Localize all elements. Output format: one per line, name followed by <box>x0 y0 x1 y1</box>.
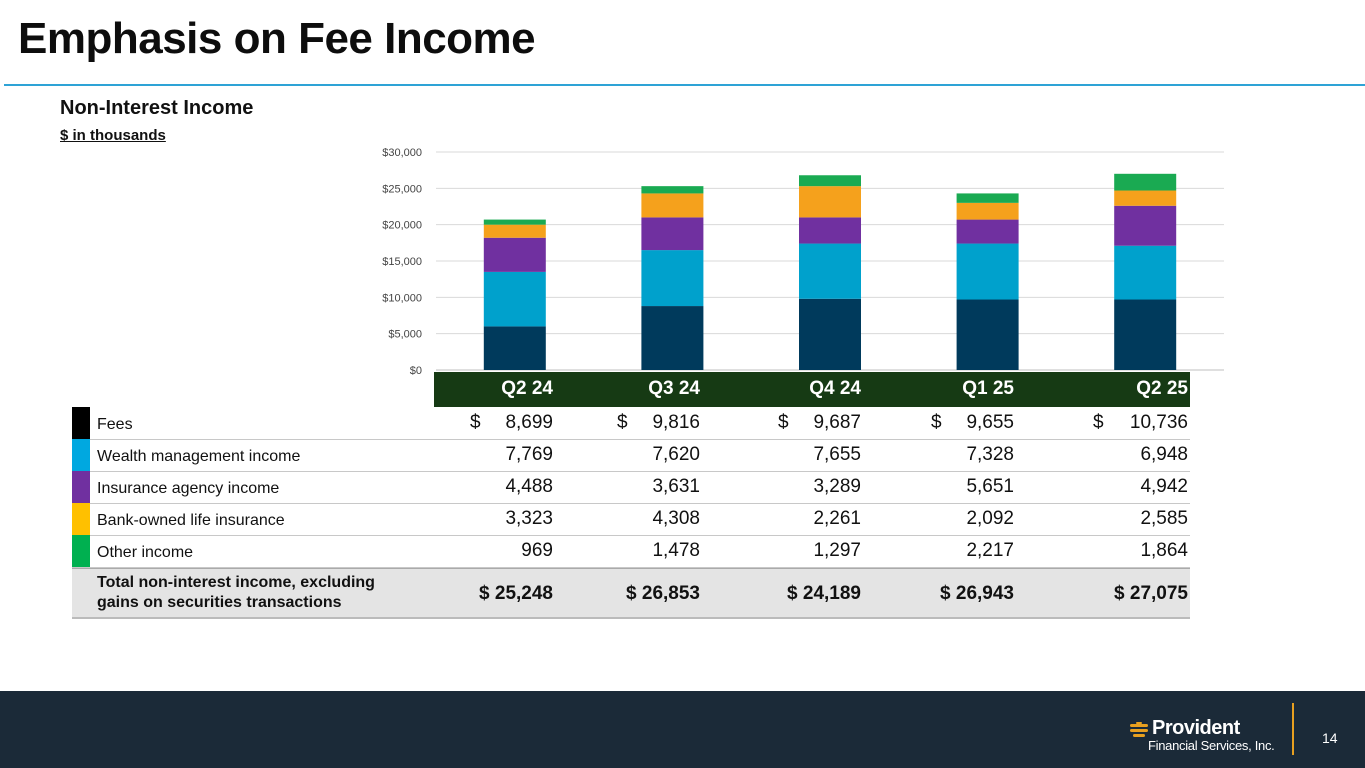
y-tick-label: $20,000 <box>382 220 422 232</box>
y-tick-label: $0 <box>410 365 422 377</box>
quarter-header: Q2 24 <box>501 378 553 399</box>
bar-segment-wealth-management-income-q2-25 <box>1114 245 1177 300</box>
legend-swatch <box>72 535 90 567</box>
bar-segment-insurance-agency-income-q2-24 <box>483 237 546 272</box>
bar-segment-bank-owned-life-insurance-q4-24 <box>799 186 861 218</box>
bar-segment-fees-q2-25 <box>1114 299 1177 370</box>
logo-name: Provident <box>1152 717 1240 739</box>
bar-segment-wealth-management-income-q4-24 <box>799 243 861 299</box>
bar-segment-fees-q3-24 <box>641 306 704 370</box>
quarter-header: Q2 25 <box>1136 378 1188 399</box>
bar-segment-fees-q1-25 <box>956 299 1019 370</box>
table-row: Bank-owned life insurance 3,323 4,308 2,261… <box>72 503 1190 536</box>
table-header-bar <box>434 372 1190 407</box>
row-label: Bank-owned life insurance <box>97 512 285 529</box>
bar-segment-insurance-agency-income-q4-24 <box>799 217 861 244</box>
footer-bar: Provident Financial Services, Inc. 14 <box>0 691 1365 768</box>
y-tick-label: $25,000 <box>382 183 422 195</box>
y-tick-label: $15,000 <box>382 256 422 268</box>
total-label-line2: gains on securities transactions <box>97 594 342 611</box>
total-label: Total non-interest income, excluding gai… <box>97 573 417 613</box>
table-row: Other income 969 1,478 1,297 2,217 1,864 <box>72 535 1190 568</box>
legend-swatch <box>72 503 90 535</box>
bar-segment-insurance-agency-income-q3-24 <box>641 217 704 251</box>
bar-segment-insurance-agency-income-q2-25 <box>1114 205 1177 246</box>
y-tick-label: $10,000 <box>382 292 422 304</box>
total-cell: $ 26,943 <box>940 583 1014 604</box>
logo-mark-icon <box>1130 722 1148 737</box>
total-cell: $ 25,248 <box>479 583 553 604</box>
bar-segment-other-income-q4-24 <box>799 175 861 187</box>
bar-segment-fees-q4-24 <box>799 298 861 370</box>
quarter-header: Q4 24 <box>809 378 861 399</box>
total-cell: $ 26,853 <box>626 583 700 604</box>
table-row: Insurance agency income 4,488 3,631 3,289 5,… <box>72 471 1190 504</box>
stacked-bar-chart: $0 $5,000 $10,000 $15,000 $20,000 $25,000 $30,… <box>382 147 1224 377</box>
legend-swatch <box>72 471 90 503</box>
row-label: Wealth management income <box>97 448 301 465</box>
bar-segment-bank-owned-life-insurance-q2-25 <box>1114 190 1177 206</box>
total-row: Total non-interest income, excluding gai… <box>72 568 1190 619</box>
bar-segment-bank-owned-life-insurance-q1-25 <box>956 202 1019 220</box>
bar-segment-other-income-q2-25 <box>1114 173 1177 191</box>
legend-swatch <box>72 439 90 471</box>
bar-segment-fees-q2-24 <box>483 326 546 370</box>
y-tick-label: $30,000 <box>382 147 422 159</box>
bar-segment-other-income-q2-24 <box>483 219 546 225</box>
bar-segment-bank-owned-life-insurance-q2-24 <box>483 224 546 238</box>
bar-segment-other-income-q3-24 <box>641 186 704 194</box>
total-cell: $ 24,189 <box>787 583 861 604</box>
row-label: Insurance agency income <box>97 480 280 497</box>
bar-segment-insurance-agency-income-q1-25 <box>956 219 1019 244</box>
bar-segment-bank-owned-life-insurance-q3-24 <box>641 193 704 218</box>
bar-segment-wealth-management-income-q2-24 <box>483 271 546 327</box>
table-row: Fees $8,699 $9,816 $9,687 $9,655 $10,736 <box>72 407 1190 440</box>
page-number: 14 <box>1322 730 1338 746</box>
row-label: Other income <box>97 544 194 561</box>
total-label-line1: Total non-interest income, excluding <box>97 574 375 591</box>
bar-segment-wealth-management-income-q3-24 <box>641 250 704 307</box>
title-divider <box>4 84 1365 86</box>
bar-segment-wealth-management-income-q1-25 <box>956 243 1019 300</box>
slide-title: Emphasis on Fee Income <box>18 14 536 63</box>
total-cell: $ 27,075 <box>1114 583 1188 604</box>
bar-segment-other-income-q1-25 <box>956 193 1019 203</box>
logo-subtitle: Financial Services, Inc. <box>1148 738 1275 753</box>
legend-swatch <box>72 407 90 439</box>
table-row: Wealth management income 7,769 7,620 7,655 7… <box>72 439 1190 472</box>
y-tick-label: $5,000 <box>388 329 422 341</box>
chart-subtitle: Non-Interest Income <box>60 97 254 119</box>
unit-note: $ in thousands <box>60 127 166 144</box>
row-label: Fees <box>97 416 133 433</box>
footer-divider <box>1292 703 1294 755</box>
quarter-header: Q3 24 <box>648 378 700 399</box>
quarter-header: Q1 25 <box>962 378 1014 399</box>
